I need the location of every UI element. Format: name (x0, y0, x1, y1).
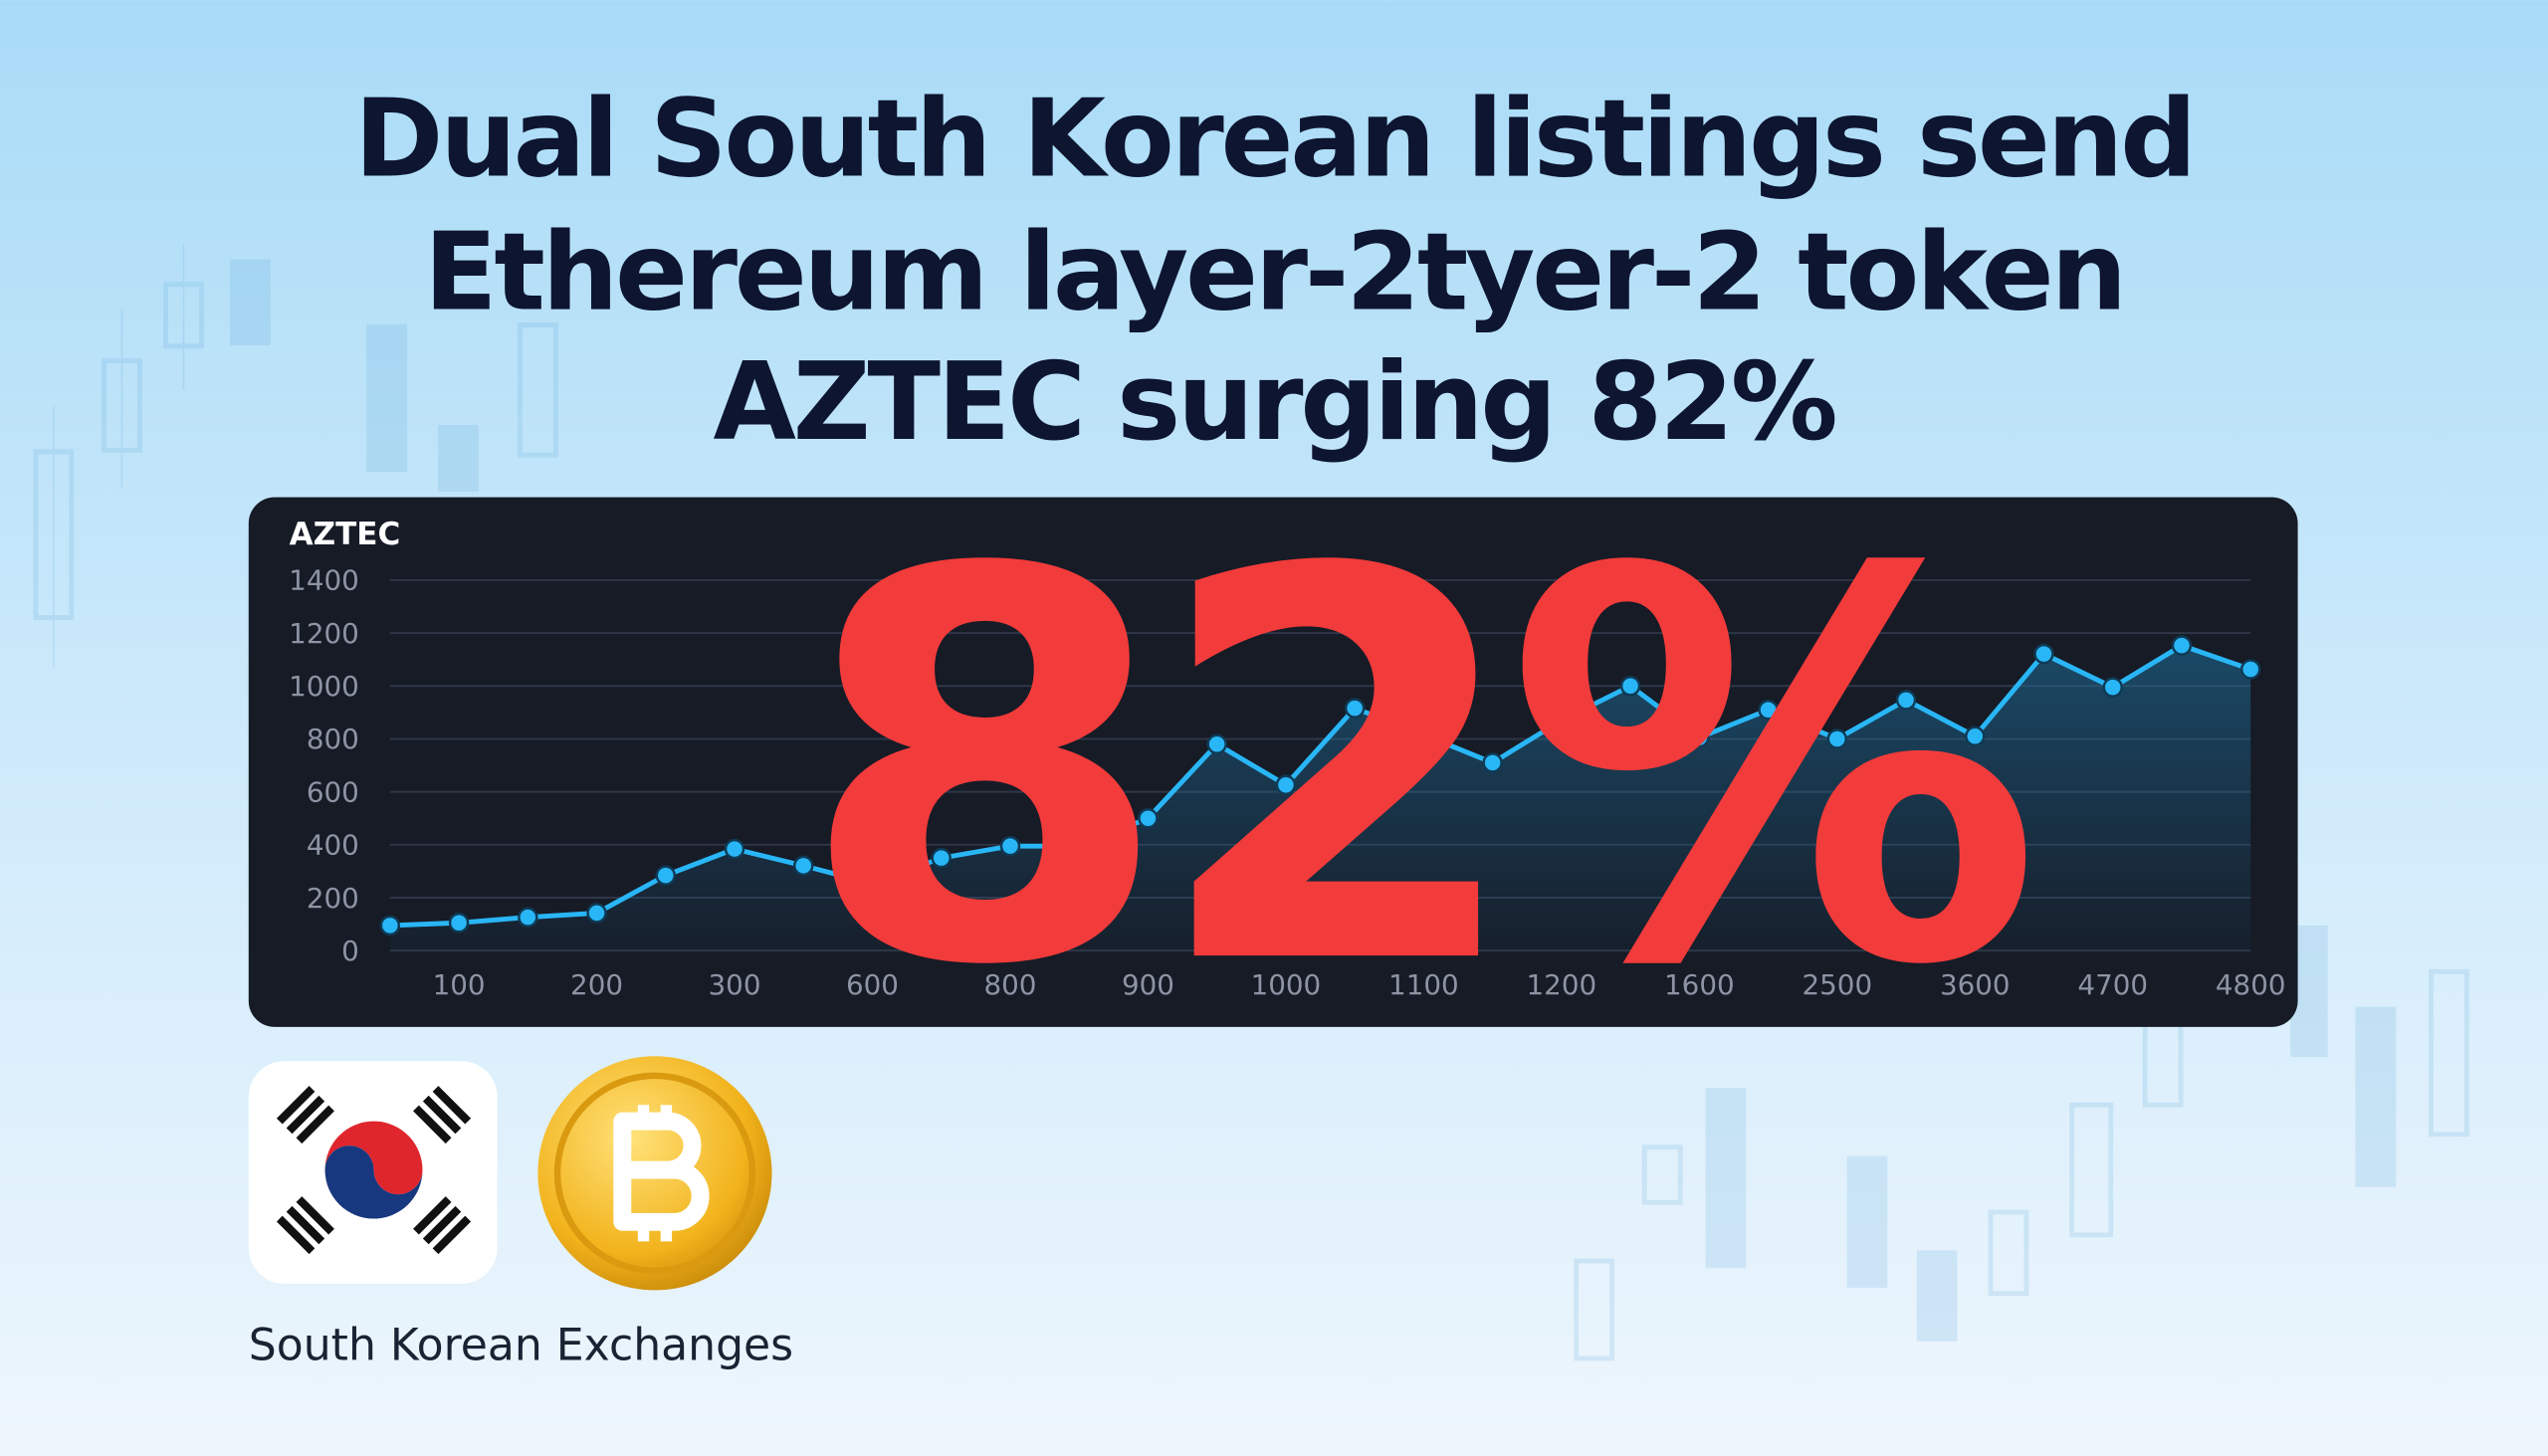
y-tick-label: 400 (307, 829, 359, 862)
point (448, 913, 470, 934)
x-tick-label: 1600 (1664, 968, 1735, 1001)
x-tick-label: 1000 (1251, 968, 1322, 1001)
x-tick-label: 4800 (2216, 968, 2286, 1001)
y-tick-label: 600 (307, 775, 359, 808)
point (1068, 835, 1090, 857)
point (1138, 808, 1159, 829)
headline: Ethereum layer-2tyer-2 token (424, 210, 2124, 334)
x-tick-label: 900 (1122, 968, 1174, 1001)
x-tick-label: 800 (983, 968, 1036, 1001)
bitcoin-icon (537, 1056, 772, 1291)
point (793, 855, 814, 877)
x-tick-label: 100 (433, 968, 486, 1001)
point (1482, 752, 1503, 773)
x-tick-label: 3600 (1940, 968, 2011, 1001)
y-tick-label: 200 (307, 882, 359, 915)
point (379, 915, 401, 936)
point (2102, 677, 2123, 698)
point (999, 835, 1021, 857)
point (518, 907, 538, 928)
point (2033, 643, 2054, 665)
point (1895, 690, 1917, 711)
headline: AZTEC surging 82% (713, 340, 1834, 465)
y-tick-label: 0 (341, 935, 359, 967)
point (2171, 635, 2193, 656)
point (862, 873, 883, 895)
point (1551, 710, 1573, 731)
x-tick-label: 4700 (2077, 968, 2148, 1001)
point (1619, 676, 1641, 697)
point (1344, 698, 1366, 719)
x-tick-label: 1200 (1527, 968, 1597, 1001)
headline: Dual South Korean listings send (354, 77, 2194, 201)
area (389, 645, 2251, 951)
point (586, 903, 607, 924)
point (724, 838, 745, 860)
y-tick-label: 1200 (289, 617, 359, 650)
point (655, 865, 676, 886)
y-tick-label: 1000 (289, 670, 359, 703)
line (389, 643, 2252, 929)
point (931, 847, 952, 869)
x-tick-label: 2500 (1802, 968, 1872, 1001)
y-tick-label: 1400 (289, 564, 359, 597)
korea-flag-icon (248, 1061, 498, 1284)
point (1275, 774, 1297, 795)
point (1206, 733, 1227, 754)
point (1965, 726, 1986, 747)
x-tick-label: 300 (709, 968, 761, 1001)
point (1413, 725, 1434, 745)
x-tick-label: 600 (846, 968, 899, 1001)
x-tick-label: 1100 (1388, 968, 1459, 1001)
point (1826, 728, 1848, 749)
point (1689, 727, 1710, 748)
x-tick-label: 200 (570, 968, 623, 1001)
plot: 0 200 400 600 800 1000 1200 1400 100 200 300 600 800… (289, 564, 2285, 1002)
y-tick-label: 800 (307, 723, 359, 755)
point (1758, 700, 1779, 721)
caption: South Korean Exchanges (249, 1321, 793, 1371)
point (2240, 659, 2261, 680)
overlay-label: 82% (798, 459, 2033, 1083)
chart-title: AZTEC (290, 517, 401, 552)
